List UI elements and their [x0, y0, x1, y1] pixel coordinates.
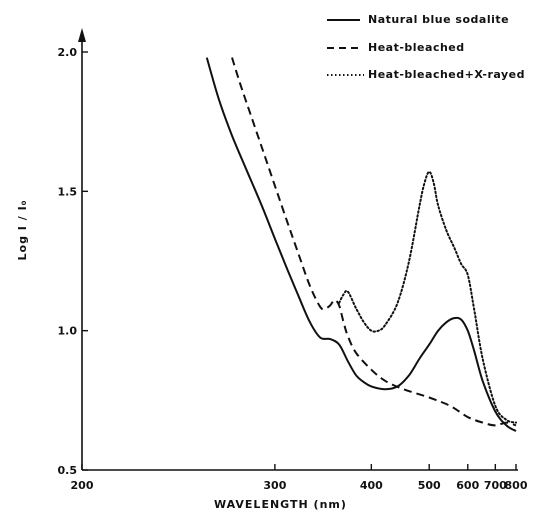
x-tick-label: 700: [484, 479, 507, 492]
chart-legend: Natural blue sodalite Heat-bleached Heat…: [327, 13, 525, 81]
legend-label-heat-bleached: Heat-bleached: [368, 41, 465, 54]
x-tick-label: 200: [71, 479, 94, 492]
x-axis-title: WAVELENGTH (nm): [214, 498, 347, 511]
chart-series: [205, 57, 517, 432]
x-tick-label: 800: [505, 479, 528, 492]
x-tick-label: 400: [360, 479, 383, 492]
x-tick-label: 300: [263, 479, 286, 492]
y-tick-label: 1.5: [58, 185, 78, 198]
y-axis-title: Log I / I₀: [16, 200, 29, 261]
series-line-xrayed: [338, 170, 517, 424]
legend-label-xrayed: Heat-bleached+X-rayed: [368, 68, 525, 81]
y-tick-label: 1.0: [58, 325, 78, 338]
legend-label-natural: Natural blue sodalite: [368, 13, 509, 26]
series-line-natural: [205, 57, 517, 432]
x-tick-label: 500: [418, 479, 441, 492]
y-tick-label: 0.5: [58, 464, 78, 477]
y-axis-arrowhead: [78, 28, 86, 42]
series-line-heat-bleached: [231, 57, 517, 427]
x-tick-label: 600: [456, 479, 479, 492]
y-tick-label: 2.0: [58, 46, 78, 59]
chart-axes: [78, 28, 518, 471]
